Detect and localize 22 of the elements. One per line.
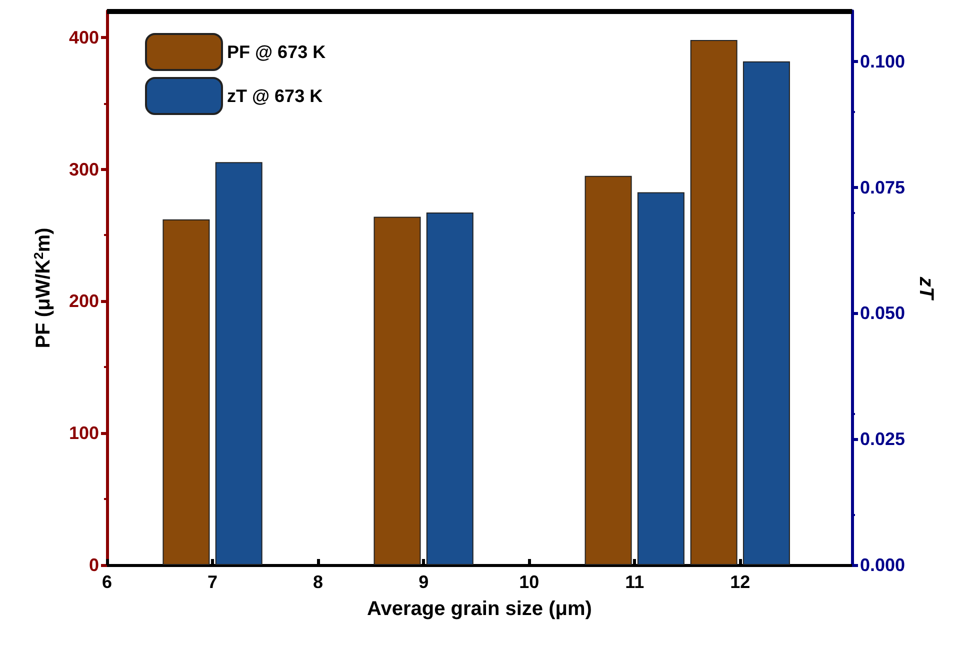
y2-tick-label: 0.025 — [860, 429, 906, 450]
x-tick-label: 12 — [730, 572, 750, 592]
y-tick-label: 300 — [68, 159, 99, 180]
x-axis-title: Average grain size (μm) — [367, 598, 592, 620]
y2-tick-label: 0.050 — [860, 303, 906, 324]
x-tick-label: 10 — [519, 572, 540, 592]
y2-tick-label: 0.000 — [860, 555, 906, 575]
y2-tick-label: 0.075 — [860, 177, 906, 198]
x-tick-label: 8 — [313, 572, 324, 592]
y-tick-label: 100 — [68, 423, 99, 444]
y-tick-label: 0 — [88, 555, 99, 575]
y-tick-label: 400 — [68, 27, 99, 48]
y2-tick-label: 0.100 — [860, 51, 906, 72]
y2-axis-title: zT — [914, 276, 937, 301]
legend-label: PF @ 673 K — [227, 42, 326, 62]
y-axis-title: PF (μW/K2m) — [31, 228, 54, 348]
x-tick-label: 9 — [418, 572, 429, 592]
x-tick-label: 7 — [208, 572, 218, 592]
y-tick-label: 200 — [68, 291, 99, 312]
legend-label: zT @ 673 K — [227, 86, 323, 106]
x-tick-label: 11 — [625, 572, 644, 592]
x-tick-label: 6 — [102, 572, 112, 592]
